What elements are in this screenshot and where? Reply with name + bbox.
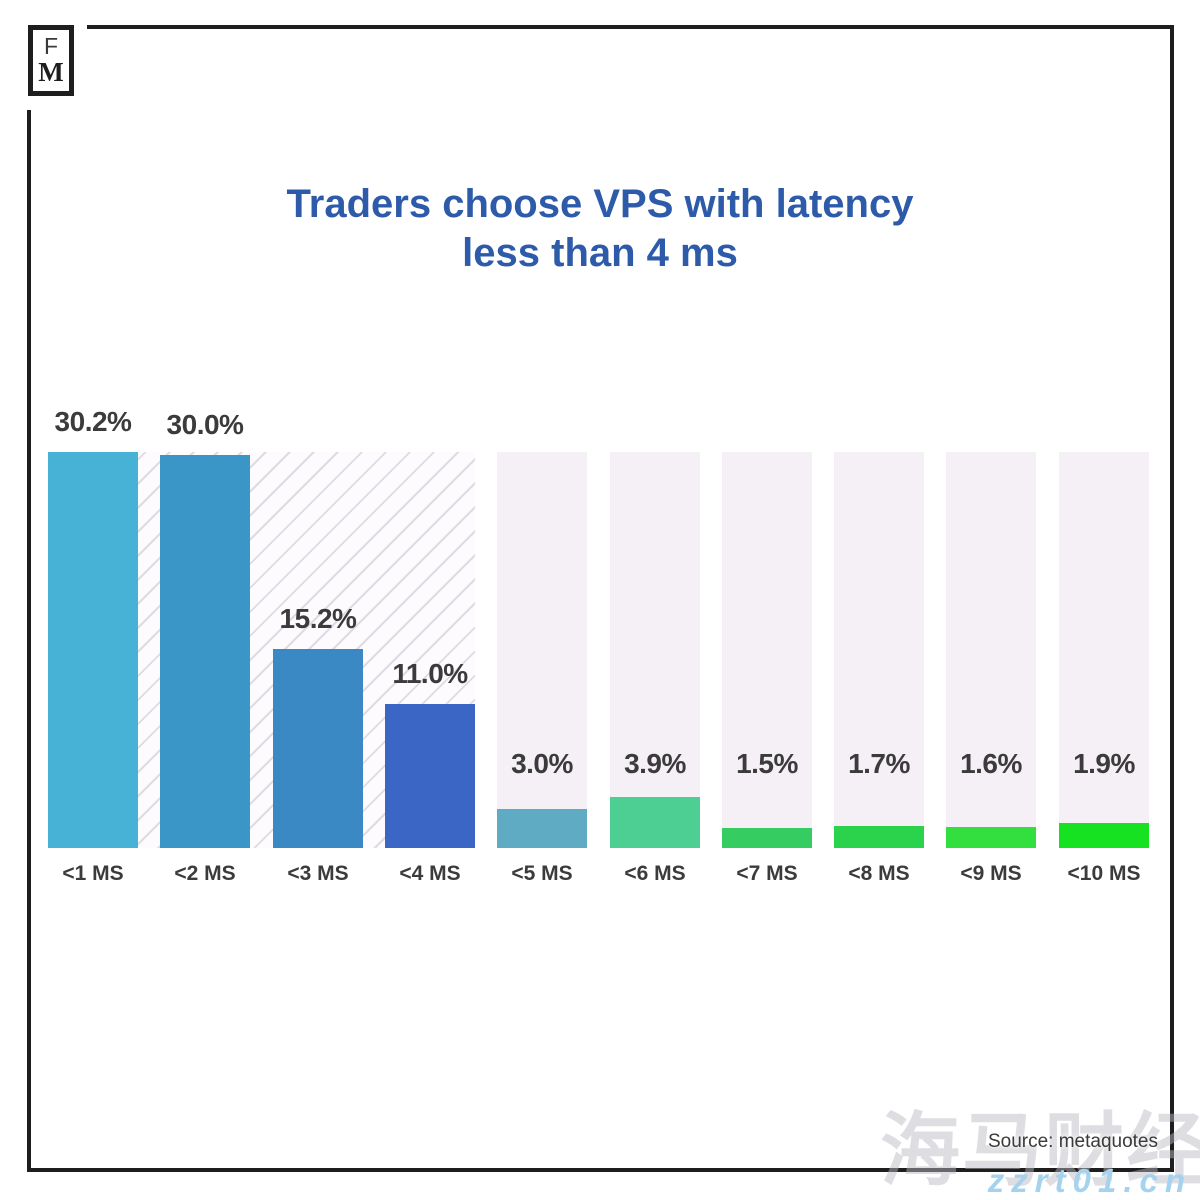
bar-value-label: 11.0% (392, 658, 468, 689)
logo-letter-m: M (38, 57, 64, 87)
x-axis-label: <3 MS (287, 862, 349, 885)
bar (834, 826, 924, 848)
fm-logo: F M (28, 25, 74, 96)
logo-letter-f: F (43, 33, 59, 59)
source-attribution: Source: metaquotes (987, 1131, 1158, 1152)
bar (385, 704, 475, 848)
column-background (610, 452, 700, 848)
column-background (946, 452, 1036, 848)
x-axis-label: <2 MS (174, 862, 236, 885)
chart-title-line2: less than 4 ms (462, 231, 738, 275)
x-axis-label: <6 MS (624, 862, 686, 885)
x-axis-label: <1 MS (62, 862, 124, 885)
bar (48, 452, 138, 848)
bar-value-label: 3.9% (624, 748, 686, 779)
watermark-chinese-text: 海马财经 (880, 1106, 1200, 1195)
x-axis-label: <9 MS (960, 862, 1022, 885)
bar-value-label: 1.6% (960, 748, 1022, 779)
bar-value-label: 30.2% (54, 406, 132, 437)
page-border-frame (27, 25, 1174, 1172)
column-background (497, 452, 587, 848)
bar-value-label: 1.7% (848, 748, 910, 779)
bar-value-label: 3.0% (511, 748, 573, 779)
x-axis-label: <5 MS (511, 862, 573, 885)
bar (273, 649, 363, 848)
x-axis-label: <4 MS (399, 862, 461, 885)
bar (610, 797, 700, 848)
bar-value-label: 15.2% (279, 603, 357, 634)
watermark-site-text: zzrt01.cn (987, 1162, 1192, 1199)
bar (1059, 823, 1149, 848)
bar-value-label: 30.0% (166, 409, 244, 440)
column-background (1059, 452, 1149, 848)
bar-value-label: 1.5% (736, 748, 798, 779)
bar-value-label: 1.9% (1073, 748, 1135, 779)
bar (497, 809, 587, 848)
chart-title-line1: Traders choose VPS with latency (286, 182, 914, 226)
x-axis-label: <10 MS (1067, 862, 1141, 885)
bar (722, 828, 812, 848)
bar (160, 455, 250, 848)
bar (946, 827, 1036, 848)
column-background (722, 452, 812, 848)
x-axis-label: <7 MS (736, 862, 798, 885)
x-axis-label: <8 MS (848, 862, 910, 885)
chart-title: Traders choose VPS with latency less tha… (0, 180, 1200, 278)
column-background (834, 452, 924, 848)
